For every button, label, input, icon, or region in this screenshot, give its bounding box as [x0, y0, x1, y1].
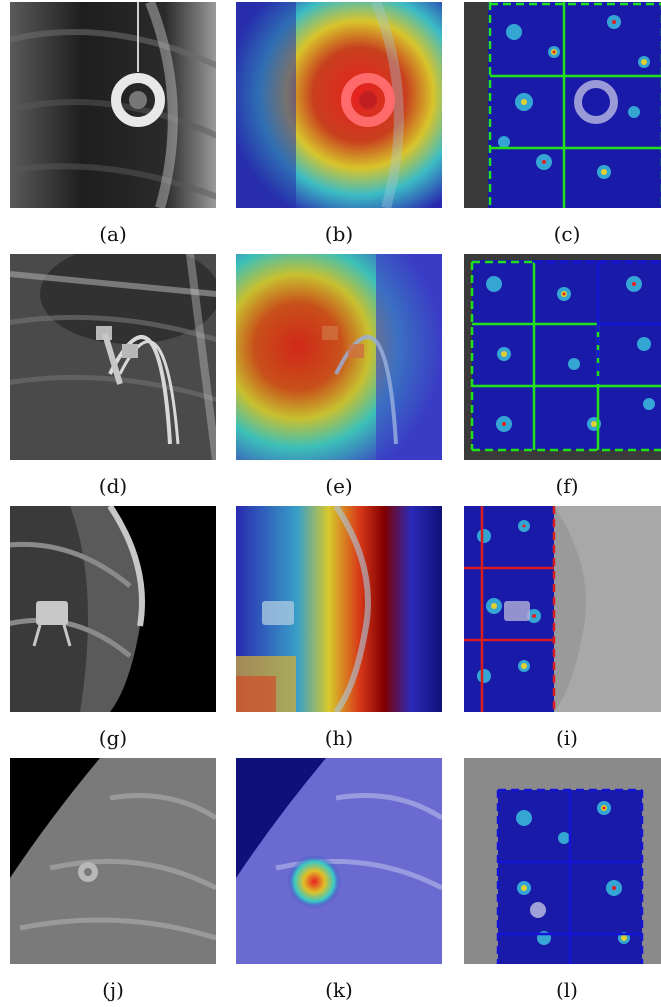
panel-f-image	[464, 254, 661, 460]
caption-l: (l)	[555, 978, 578, 1002]
patch-attention-map	[464, 2, 661, 208]
panel-l-image	[464, 758, 661, 964]
caption-h: (h)	[324, 726, 354, 750]
caption-k: (k)	[325, 978, 353, 1002]
gradcam-heatmap	[236, 2, 442, 208]
panel-e-image	[236, 254, 442, 460]
gradcam-heatmap	[236, 758, 442, 964]
xray-device-clip	[10, 506, 216, 712]
panel-b-image	[236, 2, 442, 208]
caption-j: (j)	[102, 978, 124, 1002]
patch-attention-map	[464, 254, 661, 460]
patch-attention-map	[464, 758, 661, 964]
panel-k-image	[236, 758, 442, 964]
caption-g: (g)	[98, 726, 128, 750]
caption-i: (i)	[555, 726, 578, 750]
caption-a: (a)	[99, 222, 127, 246]
panel-j-image	[10, 758, 216, 964]
caption-d: (d)	[98, 474, 128, 498]
panel-h-image	[236, 506, 442, 712]
xray-small-port	[10, 758, 216, 964]
xray-catheter	[10, 254, 216, 460]
xray-port-ring	[10, 2, 216, 208]
gradcam-heatmap	[236, 506, 442, 712]
caption-f: (f)	[555, 474, 579, 498]
panel-i-image	[464, 506, 661, 712]
panel-a-image	[10, 2, 216, 208]
panel-c-image	[464, 2, 661, 208]
patch-attention-map	[464, 506, 661, 712]
caption-e: (e)	[325, 474, 353, 498]
caption-c: (c)	[553, 222, 581, 246]
caption-b: (b)	[324, 222, 354, 246]
panel-d-image	[10, 254, 216, 460]
gradcam-heatmap	[236, 254, 442, 460]
panel-g-image	[10, 506, 216, 712]
